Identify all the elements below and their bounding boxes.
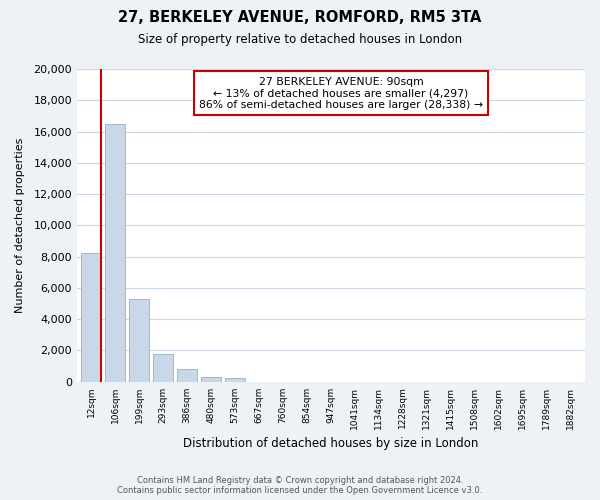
Bar <box>129 299 149 382</box>
Bar <box>225 378 245 382</box>
Text: 27, BERKELEY AVENUE, ROMFORD, RM5 3TA: 27, BERKELEY AVENUE, ROMFORD, RM5 3TA <box>118 10 482 25</box>
Y-axis label: Number of detached properties: Number of detached properties <box>15 138 25 313</box>
X-axis label: Distribution of detached houses by size in London: Distribution of detached houses by size … <box>183 437 479 450</box>
Bar <box>177 369 197 382</box>
Text: Size of property relative to detached houses in London: Size of property relative to detached ho… <box>138 32 462 46</box>
Bar <box>105 124 125 382</box>
Text: 27 BERKELEY AVENUE: 90sqm
← 13% of detached houses are smaller (4,297)
86% of se: 27 BERKELEY AVENUE: 90sqm ← 13% of detac… <box>199 77 483 110</box>
Bar <box>153 354 173 382</box>
Bar <box>81 254 101 382</box>
Bar <box>201 378 221 382</box>
Text: Contains HM Land Registry data © Crown copyright and database right 2024.
Contai: Contains HM Land Registry data © Crown c… <box>118 476 482 495</box>
